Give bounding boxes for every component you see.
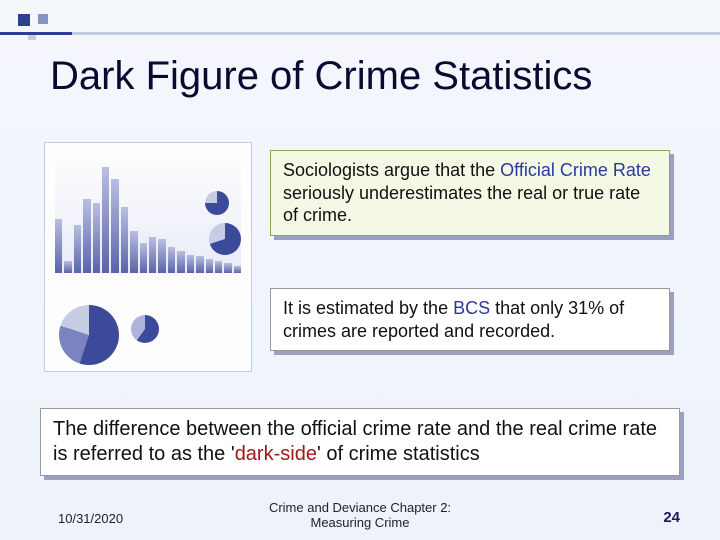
bar: [121, 207, 128, 273]
bar: [187, 255, 194, 273]
bar: [102, 167, 109, 273]
pie-chart-icon: [205, 191, 229, 215]
textbox-official-rate: Sociologists argue that the Official Cri…: [270, 150, 670, 236]
bar: [83, 199, 90, 273]
textbox-bcs: It is estimated by the BCS that only 31%…: [270, 288, 670, 351]
bar: [177, 251, 184, 273]
highlight-bcs: BCS: [453, 298, 490, 318]
footer-page-number: 24: [663, 509, 680, 526]
statistics-chart: [44, 142, 252, 372]
text: It is estimated by the: [283, 298, 453, 318]
bar: [215, 261, 222, 273]
footer-line2: Measuring Crime: [311, 515, 410, 530]
footer-chapter: Crime and Deviance Chapter 2: Measuring …: [230, 500, 490, 530]
text: Sociologists argue that the: [283, 160, 500, 180]
bar: [74, 225, 81, 273]
pie-chart-icon: [59, 305, 119, 365]
bar: [196, 256, 203, 273]
pie-chart-icon: [209, 223, 241, 255]
bar: [111, 179, 118, 273]
highlight-official-crime-rate: Official Crime Rate: [500, 160, 651, 180]
text: ' of crime statistics: [317, 443, 480, 465]
bar: [149, 237, 156, 273]
slide-title: Dark Figure of Crime Statistics: [50, 54, 592, 99]
bar: [158, 239, 165, 273]
bar: [206, 259, 213, 273]
bar: [130, 231, 137, 273]
bar: [224, 263, 231, 273]
footer-date: 10/31/2020: [58, 511, 123, 526]
textbox-dark-side: The difference between the official crim…: [40, 408, 680, 476]
pie-chart-icon: [131, 315, 159, 343]
text: seriously underestimates the real or tru…: [283, 183, 640, 226]
bar: [168, 247, 175, 273]
footer-line1: Crime and Deviance Chapter 2:: [269, 500, 451, 515]
bar: [55, 219, 62, 273]
top-divider: [0, 32, 720, 35]
bar: [234, 266, 241, 273]
bar: [93, 203, 100, 273]
bar: [140, 243, 147, 273]
highlight-dark-side: dark-side: [235, 443, 317, 465]
bar: [64, 261, 71, 273]
